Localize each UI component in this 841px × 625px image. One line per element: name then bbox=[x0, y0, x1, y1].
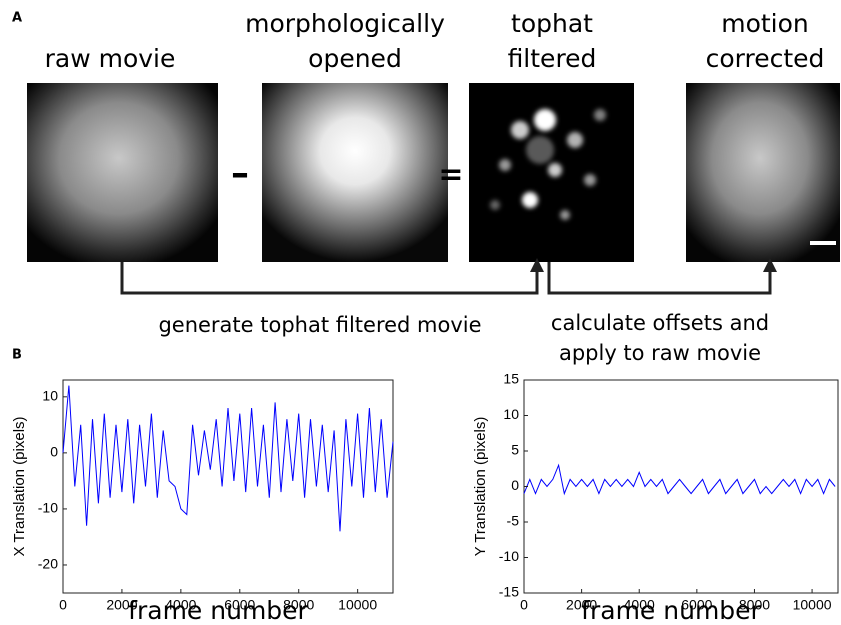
y-tick-label: 10 bbox=[42, 388, 58, 404]
y-tick-label: -15 bbox=[499, 584, 519, 600]
caption: generate tophat filtered movie bbox=[158, 313, 481, 337]
operator: – bbox=[231, 153, 249, 194]
x-tick-label: 0 bbox=[520, 597, 528, 613]
x-tick-label: 8000 bbox=[283, 597, 314, 613]
flow-arrow bbox=[547, 262, 772, 295]
x-axis-label: frame number bbox=[128, 596, 308, 625]
flow-arrow bbox=[120, 262, 539, 295]
panel-title: motion bbox=[721, 9, 809, 38]
panel-title: raw movie bbox=[45, 44, 176, 73]
caption: calculate offsets and bbox=[551, 311, 769, 335]
caption: apply to raw movie bbox=[559, 341, 761, 365]
y-tick-label: -20 bbox=[38, 556, 58, 572]
panel-title: morphologically bbox=[245, 9, 445, 38]
x-axis-label: frame number bbox=[581, 596, 761, 625]
panel-label: B bbox=[12, 348, 22, 363]
arrow-head bbox=[530, 258, 544, 272]
axes-box bbox=[523, 379, 839, 594]
tophat-blobs bbox=[490, 109, 606, 220]
x-tick-label: 4000 bbox=[624, 597, 655, 613]
axes-box bbox=[62, 379, 394, 594]
y-tick-label: -5 bbox=[507, 513, 520, 529]
data-line bbox=[62, 385, 394, 532]
x-tick-label: 8000 bbox=[739, 597, 770, 613]
opened-image bbox=[262, 83, 448, 262]
y-tick-label: 5 bbox=[511, 442, 519, 458]
x-tick-label: 4000 bbox=[165, 597, 196, 613]
y-tick-label: 15 bbox=[503, 371, 519, 387]
x-tick-label: 2000 bbox=[106, 597, 137, 613]
x-tick-label: 2000 bbox=[566, 597, 597, 613]
x-tick-label: 6000 bbox=[224, 597, 255, 613]
x-tick-label: 6000 bbox=[681, 597, 712, 613]
y-tick-label: -10 bbox=[499, 548, 519, 564]
arrow-head bbox=[763, 258, 777, 272]
y-tick-label: -10 bbox=[38, 500, 58, 516]
y-tick-label: 0 bbox=[511, 477, 519, 493]
panel-title: filtered bbox=[508, 44, 597, 73]
x-tick-label: 10000 bbox=[793, 597, 832, 613]
panel-label: A bbox=[12, 11, 22, 26]
y-tick-label: 0 bbox=[50, 444, 58, 460]
panel-title: tophat bbox=[511, 9, 593, 38]
panel-title: corrected bbox=[706, 44, 825, 73]
x-tick-label: 0 bbox=[59, 597, 67, 613]
y-axis-label: X Translation (pixels) bbox=[11, 416, 28, 556]
panel-title: opened bbox=[308, 44, 402, 73]
operator: = bbox=[438, 158, 463, 193]
y-tick-label: 10 bbox=[503, 406, 519, 422]
x-tick-label: 10000 bbox=[338, 597, 377, 613]
raw-image bbox=[27, 83, 218, 262]
corrected-image bbox=[686, 83, 840, 262]
y-axis-label: Y Translation (pixels) bbox=[472, 417, 489, 557]
data-line bbox=[523, 463, 836, 496]
